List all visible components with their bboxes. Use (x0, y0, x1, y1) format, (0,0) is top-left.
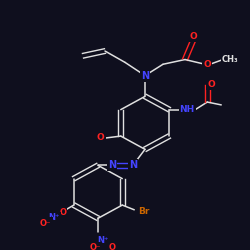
Text: N: N (108, 160, 116, 170)
Text: Br: Br (138, 207, 150, 216)
Text: O⁻: O⁻ (40, 218, 52, 228)
Text: O: O (59, 208, 66, 217)
Text: NH: NH (180, 105, 195, 114)
Text: O⁻: O⁻ (89, 243, 101, 250)
Text: N: N (141, 70, 149, 81)
Text: CH₃: CH₃ (222, 55, 238, 64)
Text: N⁺: N⁺ (48, 213, 60, 222)
Text: O: O (108, 243, 116, 250)
Text: O: O (97, 134, 105, 142)
Text: O: O (189, 32, 197, 41)
Text: O: O (203, 60, 211, 69)
Text: N: N (129, 160, 137, 170)
Text: O: O (207, 80, 215, 88)
Text: N⁺: N⁺ (97, 236, 109, 244)
